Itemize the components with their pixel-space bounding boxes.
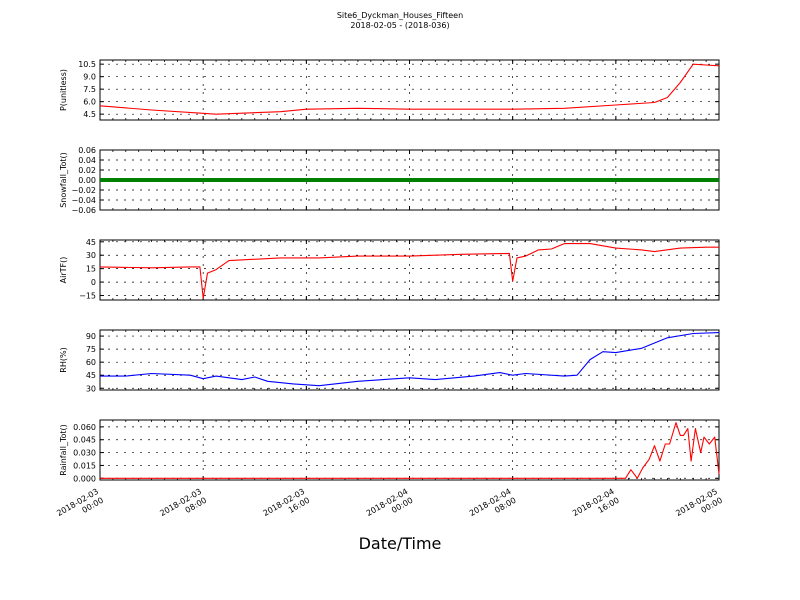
y-tick-label: 10.5 xyxy=(78,60,96,69)
y-tick-label: 45 xyxy=(86,238,96,247)
y-tick-label: 0 xyxy=(91,278,96,287)
y-axis-label: RH(%) xyxy=(59,347,68,372)
x-tick-label: 2018-02-0400:00 xyxy=(365,487,415,527)
y-tick-label: −0.06 xyxy=(71,206,96,215)
y-tick-label: 0.045 xyxy=(73,436,96,445)
x-axis-label: Date/Time xyxy=(358,534,442,553)
data-series xyxy=(100,422,720,479)
data-series xyxy=(99,243,719,299)
x-tick-label: 2018-02-0300:00 xyxy=(55,487,105,527)
x-tick-label: 2018-02-0416:00 xyxy=(571,487,621,527)
y-tick-label: 0.04 xyxy=(78,156,96,165)
y-tick-label: 0.015 xyxy=(73,461,96,470)
panel-3: −15 0 15 30 45 AirTF() xyxy=(59,238,720,301)
x-tick-label: 2018-02-0500:00 xyxy=(674,487,724,527)
y-tick-label: 30 xyxy=(86,384,96,393)
y-tick-label: 75 xyxy=(86,345,96,354)
y-tick-label: −0.02 xyxy=(71,186,96,195)
panel-4: 30 45 60 75 90 RH(%) xyxy=(59,329,720,393)
y-tick-label: 30 xyxy=(86,251,96,260)
y-tick-label: 6.0 xyxy=(83,98,96,107)
y-tick-label: −0.04 xyxy=(71,196,96,205)
y-tick-label: 0.06 xyxy=(78,146,96,155)
y-tick-label: 45 xyxy=(86,371,96,380)
x-tick-label: 2018-02-0408:00 xyxy=(468,487,518,527)
y-tick-label: 0.02 xyxy=(78,166,96,175)
y-tick-label: 0.060 xyxy=(73,423,96,432)
data-series xyxy=(99,63,720,115)
y-axis-label: P(unitless) xyxy=(59,69,68,111)
y-axis-label: Rainfall_Tot() xyxy=(59,424,68,476)
data-series xyxy=(100,332,720,387)
panel-2: −0.06−0.04−0.020.000.020.040.06 Snowfall_… xyxy=(59,146,720,215)
y-tick-label: 0.030 xyxy=(73,449,96,458)
x-tick-label: 2018-02-0316:00 xyxy=(262,487,312,527)
panel-1: 4.5 6.0 7.5 9.0 10.5 P(unitless) xyxy=(59,59,720,121)
chart-title: Site6_Dyckman_Houses_Fifteen xyxy=(336,11,464,20)
y-tick-label: 9.0 xyxy=(83,73,96,82)
y-tick-label: 4.5 xyxy=(83,110,96,119)
y-tick-label: −15 xyxy=(79,292,96,301)
panel-5: 0.000 0.015 0.030 0.045 0.060 Rainfall_Tot() xyxy=(59,419,720,483)
y-axis-label: Snowfall_Tot() xyxy=(59,152,68,208)
y-axis-label: AirTF() xyxy=(59,257,68,284)
y-tick-label: 15 xyxy=(86,265,96,274)
y-tick-label: 60 xyxy=(86,358,96,367)
chart-subtitle: 2018-02-05 - (2018-036) xyxy=(350,21,450,30)
y-tick-label: 7.5 xyxy=(83,85,96,94)
y-tick-label: 0.000 xyxy=(73,474,96,483)
y-tick-label: 90 xyxy=(86,332,96,341)
y-tick-label: 0.00 xyxy=(78,176,96,185)
x-tick-label: 2018-02-0308:00 xyxy=(158,487,208,527)
